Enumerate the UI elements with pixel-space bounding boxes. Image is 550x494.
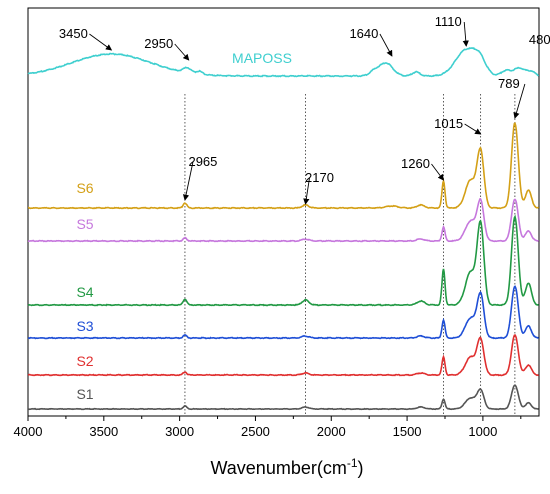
spectra-series: [27, 47, 540, 411]
peak-arrow-2170: [303, 177, 310, 205]
x-axis-label: Wavenumber(cm-1): [210, 456, 363, 478]
x-tick-label-1500: 1500: [393, 424, 422, 439]
x-tick-label-2000: 2000: [317, 424, 346, 439]
peak-label-1260: 1260: [401, 156, 430, 171]
peak-annotations: 3450 2950 1640 1110 480 2965 2170 1260 1015 789: [59, 14, 550, 205]
series-line-s1: [28, 384, 539, 411]
x-tick-label-3500: 3500: [89, 424, 118, 439]
peak-arrow-789: [513, 83, 526, 119]
series-line-s2: [27, 333, 539, 377]
series-line-s4: [27, 214, 539, 307]
peak-label-789: 789: [498, 76, 520, 91]
peak-label-1015: 1015: [434, 116, 463, 131]
peak-label-480: 480: [529, 32, 550, 47]
peak-label-2170: 2170: [305, 170, 334, 185]
series-label-maposs: MAPOSS: [232, 50, 292, 66]
series-line-s5: [27, 198, 539, 243]
x-axis-label-sup: -1: [347, 456, 358, 470]
peak-arrow-2965: [182, 161, 194, 201]
series-label-s6: S6: [76, 180, 93, 196]
x-tick-label-4000: 4000: [14, 424, 43, 439]
peak-arrow-1260: [431, 163, 445, 181]
peak-label-2965: 2965: [188, 154, 217, 169]
x-axis-ticks: 4000 3500 3000 2500 2000 1500 1000: [14, 416, 522, 439]
series-labels: MAPOSS S6 S5 S4 S3 S2 S1: [76, 50, 292, 402]
x-axis-label-text: Wavenumber(cm: [210, 458, 346, 478]
dotted-guides: [184, 94, 516, 416]
x-tick-label-2500: 2500: [241, 424, 270, 439]
series-label-s4: S4: [76, 284, 93, 300]
peak-label-3450: 3450: [59, 26, 88, 41]
series-label-s2: S2: [76, 353, 93, 369]
peak-arrow-3450: [89, 33, 113, 51]
series-line-s3: [27, 285, 539, 340]
series-line-maposs: [27, 47, 540, 78]
x-tick-label-1000: 1000: [468, 424, 497, 439]
peak-arrow-1015: [464, 123, 482, 135]
series-label-s1: S1: [76, 386, 93, 402]
x-tick-label-3000: 3000: [165, 424, 194, 439]
peak-arrow-1110: [462, 21, 469, 47]
peak-arrow-2950: [174, 43, 190, 61]
peak-arrow-1640: [379, 33, 393, 57]
series-line-s6: [28, 122, 540, 210]
series-label-s5: S5: [76, 216, 93, 232]
series-label-s3: S3: [76, 318, 93, 334]
peak-label-1110: 1110: [435, 14, 462, 29]
peak-label-2950: 2950: [144, 36, 173, 51]
plot-frame: [27, 7, 540, 417]
x-axis-label-close: ): [358, 458, 364, 478]
peak-label-1640: 1640: [349, 26, 378, 41]
